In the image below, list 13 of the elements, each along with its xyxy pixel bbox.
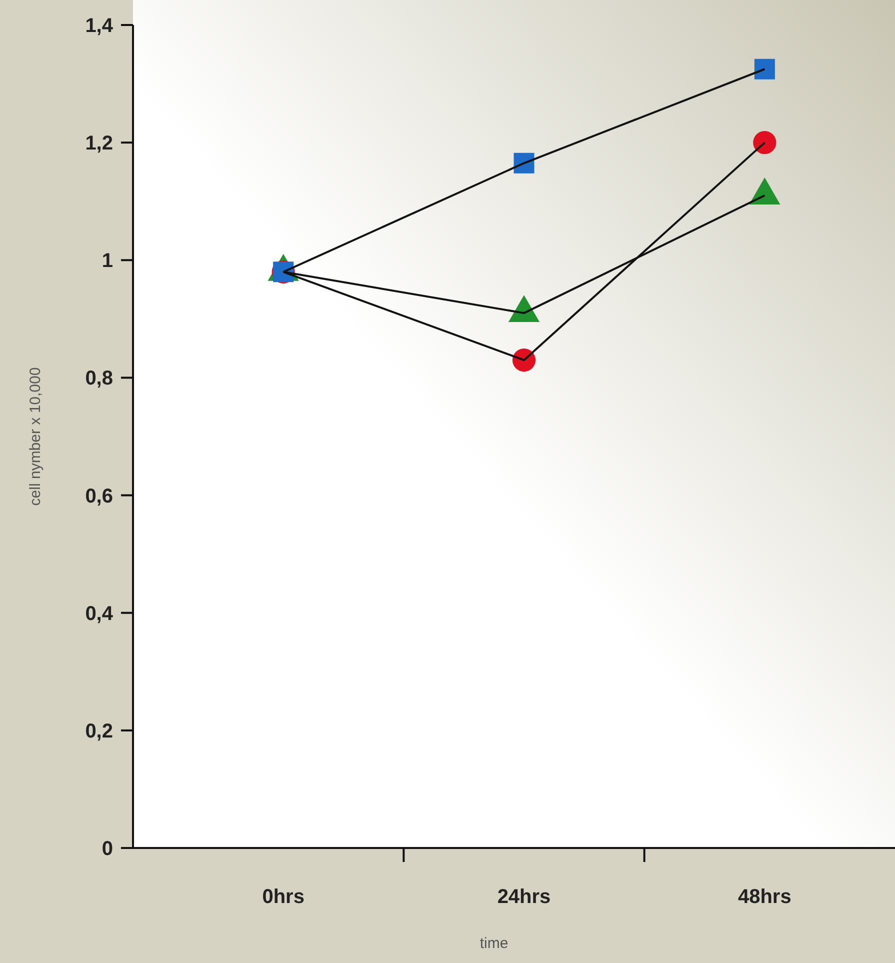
y-tick-label: 1 [102, 250, 113, 272]
y-tick-label: 1,4 [85, 15, 114, 37]
y-tick-label: 0,8 [85, 368, 113, 390]
y-tick-label: 1,2 [85, 132, 113, 155]
x-tick-label: 0hrs [262, 886, 304, 908]
y-tick-label: 0,2 [85, 720, 113, 742]
y-tick-label: 0,6 [85, 485, 113, 508]
y-axis-title: cell nymber x 10,000 [27, 367, 44, 506]
x-axis-title: time [480, 935, 508, 952]
y-tick-label: 0,4 [85, 602, 114, 625]
y-tick-label: 0 [102, 838, 113, 860]
x-tick-label: 24hrs [497, 886, 551, 908]
x-tick-label: 48hrs [738, 886, 792, 908]
